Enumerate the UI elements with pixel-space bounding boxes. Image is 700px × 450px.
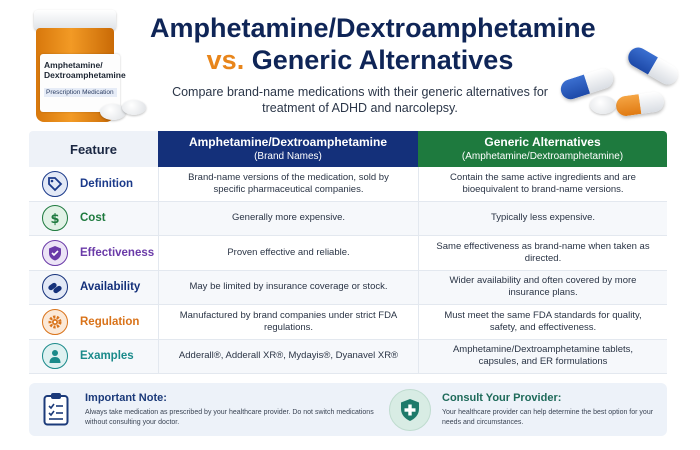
header-brand-title: Amphetamine/Dextroamphetamine xyxy=(188,135,388,149)
table-row: Availability May be limited by insurance … xyxy=(29,270,667,305)
feature-label: Examples xyxy=(80,350,134,363)
feature-cell: Availability xyxy=(29,271,158,305)
capsules-icon xyxy=(42,274,68,301)
capsule-illustration xyxy=(614,90,666,118)
table-row: Definition Brand-name versions of the med… xyxy=(29,167,667,202)
title-generic: Generic Alternatives xyxy=(251,45,514,75)
notes-panel: Important Note: Always take medication a… xyxy=(29,383,667,436)
tag-icon xyxy=(42,170,68,197)
feature-cell: Regulation xyxy=(29,305,158,339)
page-subtitle: Compare brand-name medications with thei… xyxy=(172,85,548,115)
person-icon xyxy=(42,343,68,370)
tablet-illustration xyxy=(122,100,146,115)
consult-provider-title: Consult Your Provider: xyxy=(442,392,562,404)
brand-cell: Brand-name versions of the medication, s… xyxy=(158,167,418,201)
brand-cell: Adderall®, Adderall XR®, Mydayis®, Dyana… xyxy=(158,339,418,373)
gear-icon xyxy=(42,308,68,335)
feature-cell: Effectiveness xyxy=(29,236,158,270)
brand-cell: Proven effective and reliable. xyxy=(158,236,418,270)
feature-label: Regulation xyxy=(80,315,140,328)
header-generic: Generic Alternatives (Amphetamine/Dextro… xyxy=(418,131,667,167)
table-row: Regulation Manufactured by brand companie… xyxy=(29,305,667,340)
brand-cell: May be limited by insurance coverage or … xyxy=(158,270,418,304)
header-brand: Amphetamine/Dextroamphetamine (Brand Nam… xyxy=(158,131,418,167)
table-row: Effectiveness Proven effective and reliab… xyxy=(29,236,667,271)
brand-cell: Generally more expensive. xyxy=(158,201,418,235)
title-line-2: vs. Generic Alternatives xyxy=(150,44,570,76)
dollar-icon: $ xyxy=(42,205,68,232)
important-note-text: Always take medication as prescribed by … xyxy=(85,409,374,426)
feature-label: Effectiveness xyxy=(80,246,155,259)
header-generic-title: Generic Alternatives xyxy=(484,135,601,149)
bottle-body: Amphetamine/ Dextroamphetamine Prescript… xyxy=(36,28,126,122)
page-title: Amphetamine/Dextroamphetamine vs. Generi… xyxy=(150,12,596,76)
generic-cell: Wider availability and often covered by … xyxy=(418,270,667,304)
pill-bottle-illustration: Amphetamine/ Dextroamphetamine Prescript… xyxy=(26,10,126,122)
feature-cell: $ Cost xyxy=(29,202,158,236)
svg-text:$: $ xyxy=(50,212,59,226)
generic-cell: Must meet the same FDA standards for qua… xyxy=(418,305,667,339)
clipboard-icon xyxy=(43,393,69,426)
title-vs: vs. xyxy=(206,45,245,75)
table-header: Feature Amphetamine/Dextroamphetamine (B… xyxy=(29,131,667,167)
header-feature: Feature xyxy=(29,131,158,167)
generic-cell: Typically less expensive. xyxy=(418,201,667,235)
generic-cell: Amphetamine/Dextroamphetamine tablets, c… xyxy=(418,339,667,373)
capsule-illustration xyxy=(624,43,682,89)
table-row: $ Cost Generally more expensive. Typically … xyxy=(29,201,667,236)
feature-label: Availability xyxy=(80,281,141,294)
comparison-table: Feature Amphetamine/Dextroamphetamine (B… xyxy=(29,131,667,374)
shield-plus-icon xyxy=(389,389,431,431)
important-note-title: Important Note: xyxy=(85,392,167,404)
bottle-cap xyxy=(34,10,116,30)
header-brand-sub: (Brand Names) xyxy=(254,151,322,162)
bottle-label-sub: Prescription Medication xyxy=(44,88,117,97)
generic-cell: Contain the same active ingredients and … xyxy=(418,167,667,201)
feature-label: Cost xyxy=(80,212,106,225)
feature-cell: Examples xyxy=(29,340,158,374)
table-row: Examples Adderall®, Adderall XR®, Mydayis… xyxy=(29,339,667,374)
feature-label: Definition xyxy=(80,177,134,190)
tablet-illustration xyxy=(100,104,126,120)
feature-cell: Definition xyxy=(29,167,158,201)
bottle-label-name: Amphetamine/ Dextroamphetamine xyxy=(44,60,126,80)
generic-cell: Same effectiveness as brand-name when ta… xyxy=(418,236,667,270)
table-body: Definition Brand-name versions of the med… xyxy=(29,167,667,374)
brand-cell: Manufactured by brand companies under st… xyxy=(158,305,418,339)
title-line-1: Amphetamine/Dextroamphetamine xyxy=(150,13,596,43)
bottle-label: Amphetamine/ Dextroamphetamine Prescript… xyxy=(40,54,126,112)
shield-check-icon xyxy=(42,239,68,266)
header-generic-sub: (Amphetamine/Dextroamphetamine) xyxy=(461,151,624,162)
consult-provider-text: Your healthcare provider can help determ… xyxy=(442,409,654,426)
tablet-illustration xyxy=(590,96,616,114)
